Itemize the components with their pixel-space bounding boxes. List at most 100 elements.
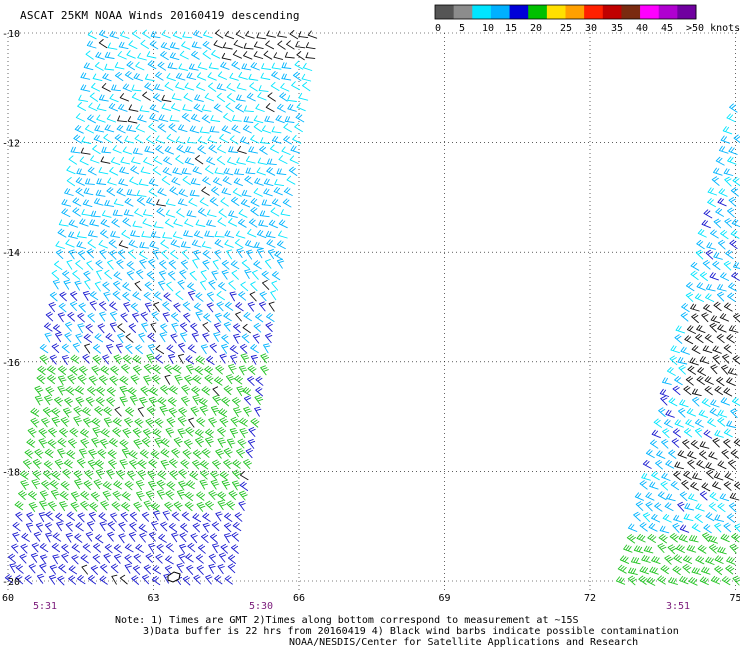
wind-barb bbox=[236, 248, 244, 258]
wind-barb bbox=[122, 217, 132, 227]
wind-barb bbox=[104, 63, 115, 71]
wind-barb bbox=[182, 575, 191, 586]
wind-barb bbox=[720, 272, 730, 281]
wind-barb bbox=[178, 469, 188, 479]
wind-barb bbox=[145, 490, 155, 501]
wind-barb bbox=[72, 207, 81, 217]
wind-barb bbox=[121, 363, 130, 374]
wind-barb bbox=[69, 427, 79, 438]
wind-barb bbox=[121, 229, 131, 239]
wind-barb bbox=[683, 428, 693, 438]
wind-barb bbox=[716, 283, 727, 292]
wind-barb bbox=[136, 190, 147, 197]
wind-barb bbox=[110, 157, 121, 166]
wind-barb bbox=[117, 249, 126, 260]
wind-barb bbox=[229, 291, 237, 302]
wind-barb bbox=[122, 291, 131, 302]
wind-barb bbox=[634, 492, 644, 501]
wind-barb bbox=[25, 522, 34, 533]
wind-barb bbox=[244, 175, 253, 185]
wind-barb bbox=[221, 52, 232, 61]
wind-barb bbox=[206, 156, 216, 166]
wind-barb bbox=[207, 82, 217, 92]
wind-barb bbox=[184, 218, 194, 227]
wind-barb bbox=[210, 115, 221, 122]
wind-barb bbox=[691, 388, 702, 397]
wind-barb bbox=[64, 332, 72, 343]
wind-barb bbox=[75, 522, 84, 532]
wind-barb bbox=[124, 543, 134, 553]
lat-tick-label: -20 bbox=[2, 577, 20, 588]
wind-barb bbox=[117, 115, 128, 123]
wind-barb bbox=[102, 73, 112, 82]
wind-barb bbox=[105, 332, 114, 343]
scale-label: 0 bbox=[435, 23, 441, 34]
wind-barb bbox=[134, 208, 144, 217]
wind-barb bbox=[204, 230, 215, 238]
wind-barb bbox=[155, 135, 165, 144]
wind-barb bbox=[286, 40, 295, 50]
wind-barb bbox=[678, 534, 688, 543]
wind-barb bbox=[124, 70, 134, 81]
wind-barb bbox=[42, 469, 52, 480]
wind-barb bbox=[122, 428, 132, 438]
wind-barb bbox=[182, 301, 191, 311]
wind-barb bbox=[258, 219, 269, 227]
wind-barb bbox=[200, 344, 209, 355]
wind-barb bbox=[131, 92, 141, 102]
wind-barb bbox=[102, 281, 110, 292]
note-line-1: Note: 1) Times are GMT 2)Times along bot… bbox=[115, 615, 579, 626]
wind-barb bbox=[177, 198, 188, 206]
wind-barb bbox=[733, 313, 740, 323]
wind-barb bbox=[657, 491, 667, 501]
wind-barb bbox=[44, 332, 52, 343]
wind-barb bbox=[153, 510, 161, 521]
wind-barb bbox=[57, 375, 67, 386]
wind-map[interactable]: 60 63 66 69 72 75-10-12-14-16-18-205:31 5:30 3:… bbox=[0, 0, 740, 612]
wind-barb bbox=[80, 500, 90, 511]
wind-barb bbox=[696, 324, 706, 334]
wind-barb bbox=[641, 472, 651, 481]
wind-barb bbox=[70, 491, 80, 502]
wind-barb bbox=[236, 94, 246, 102]
wind-barb bbox=[110, 365, 120, 376]
wind-barb bbox=[59, 490, 69, 501]
wind-barb bbox=[183, 439, 193, 449]
wind-barb bbox=[137, 114, 147, 123]
wind-barb bbox=[218, 408, 228, 418]
wind-barb bbox=[726, 420, 736, 428]
wind-barb bbox=[124, 197, 134, 207]
wind-barb bbox=[189, 471, 199, 481]
wind-barb bbox=[135, 543, 144, 553]
wind-barb bbox=[717, 239, 726, 250]
wind-barb bbox=[238, 71, 248, 80]
wind-barb bbox=[247, 376, 255, 386]
wind-barb bbox=[116, 259, 124, 270]
wind-barb bbox=[662, 513, 672, 523]
wind-barb bbox=[45, 311, 54, 322]
wind-barb bbox=[265, 322, 273, 332]
wind-barb bbox=[95, 259, 104, 270]
wind-barb bbox=[271, 126, 282, 134]
wind-barb bbox=[77, 323, 85, 334]
wind-barb bbox=[171, 448, 181, 458]
wind-barb bbox=[218, 208, 227, 218]
wind-barb bbox=[236, 82, 247, 91]
wind-barb bbox=[223, 522, 232, 533]
wind-barb bbox=[259, 210, 270, 218]
wind-barb bbox=[80, 490, 90, 501]
wind-barb bbox=[36, 374, 46, 385]
wind-barb bbox=[82, 199, 93, 208]
wind-barb bbox=[192, 513, 202, 523]
wind-barb bbox=[214, 376, 223, 386]
wind-barb bbox=[193, 249, 201, 260]
wind-barb bbox=[190, 533, 198, 544]
wind-barb bbox=[69, 301, 78, 311]
wind-barb bbox=[162, 301, 170, 311]
wind-barb bbox=[216, 155, 226, 166]
wind-barb bbox=[171, 93, 182, 101]
wind-barb bbox=[57, 448, 66, 459]
wind-barb bbox=[166, 481, 176, 491]
wind-barb bbox=[116, 124, 126, 134]
wind-barb bbox=[255, 313, 264, 323]
